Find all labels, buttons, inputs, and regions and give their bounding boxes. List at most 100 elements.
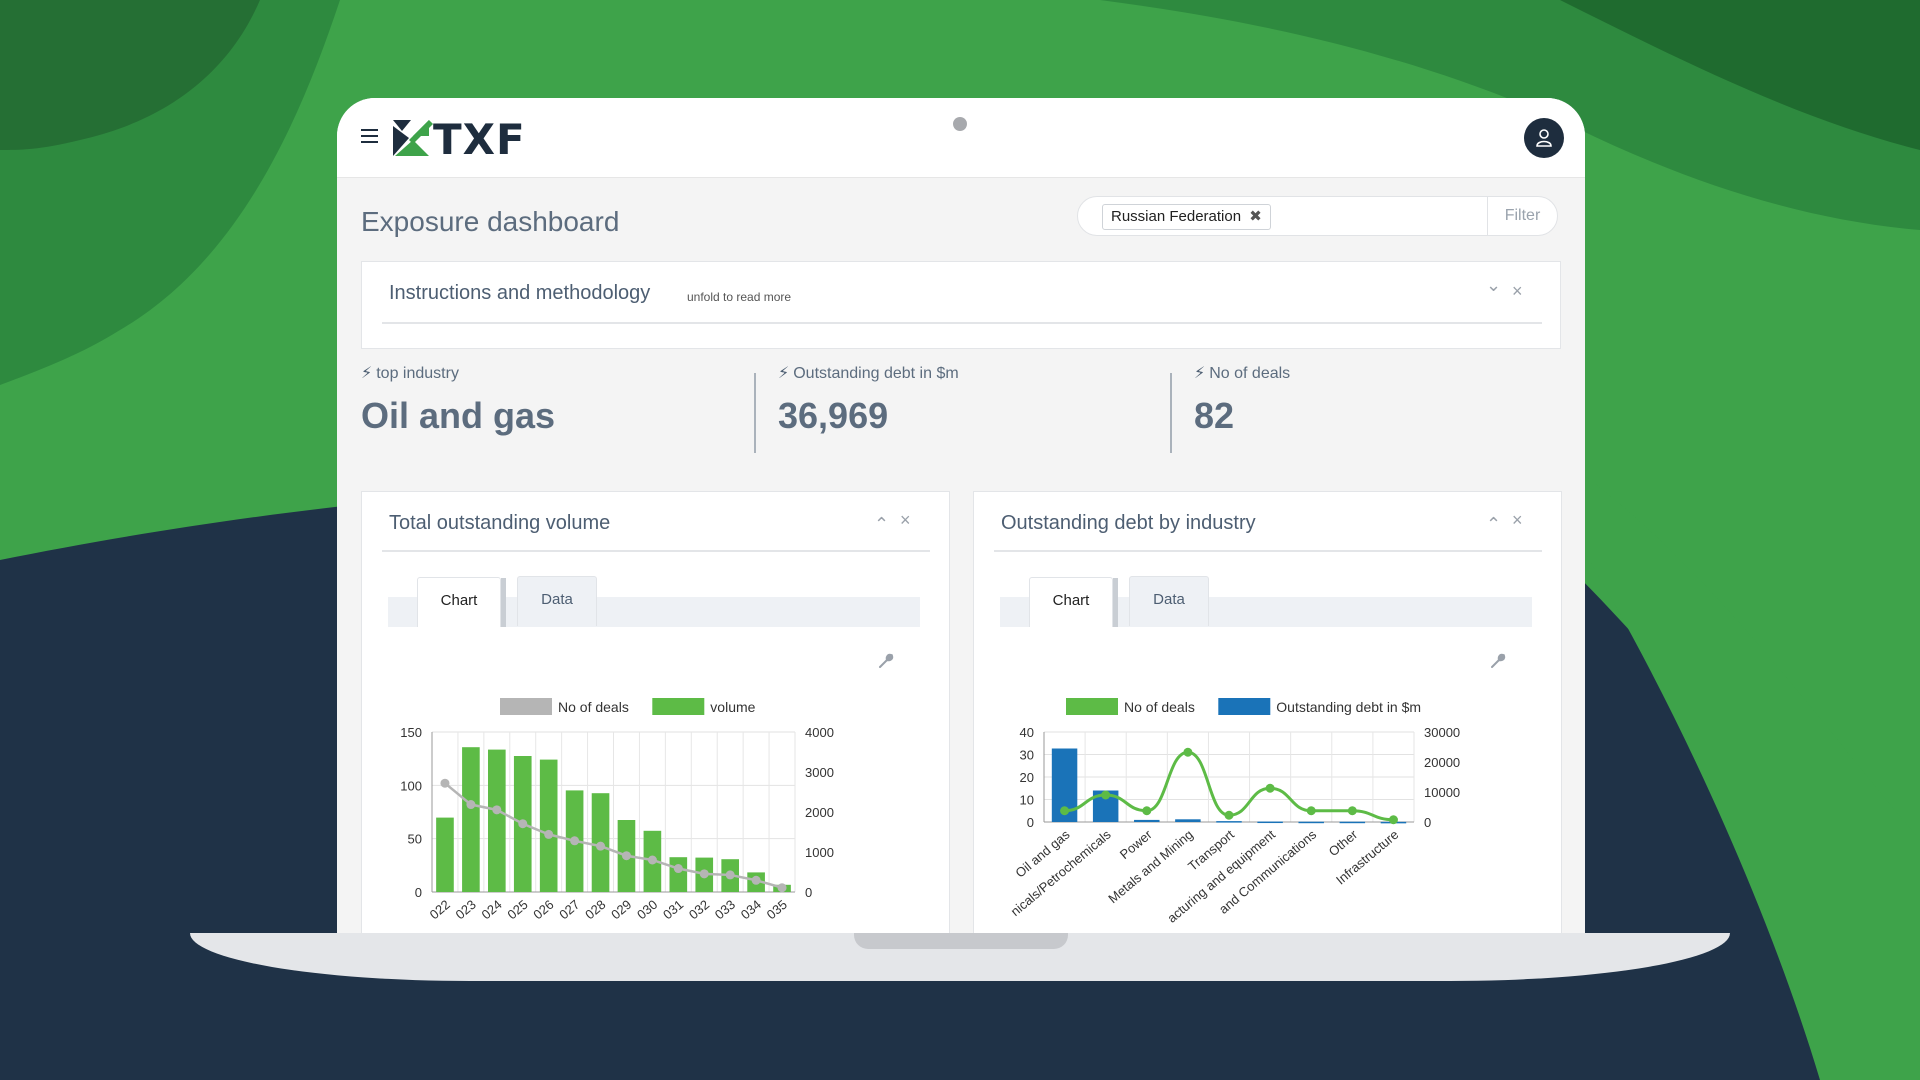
- x-tick: 033: [712, 897, 738, 922]
- x-tick: 022: [427, 897, 453, 922]
- kpi-top-industry: ⚡ top industry Oil and gas: [361, 363, 555, 437]
- y-left-tick: 0: [415, 885, 422, 900]
- close-icon[interactable]: ×: [900, 510, 911, 530]
- instructions-title[interactable]: Instructions and methodology: [389, 282, 651, 304]
- kpi-outstanding-debt: ⚡ Outstanding debt in $m 36,969: [778, 363, 959, 437]
- point: [725, 870, 735, 880]
- filter-button[interactable]: Filter: [1487, 197, 1557, 235]
- legend-label: No of deals: [1124, 699, 1195, 715]
- point: [699, 869, 709, 879]
- tab-chart[interactable]: Chart: [1029, 577, 1113, 627]
- hamburger-menu-icon[interactable]: [361, 129, 378, 143]
- bar: [488, 749, 506, 892]
- point: [1388, 815, 1398, 825]
- legend-swatch: [1066, 698, 1118, 715]
- y-right-tick: 1000: [805, 845, 834, 860]
- tab-edge: [501, 578, 506, 627]
- close-icon[interactable]: ×: [1512, 281, 1523, 301]
- volume-panel-title: Total outstanding volume: [389, 512, 611, 534]
- y-right-tick: 30000: [1424, 725, 1460, 740]
- tab-data[interactable]: Data: [1129, 576, 1209, 626]
- point: [1060, 806, 1070, 816]
- kpi-value: 36,969: [778, 395, 889, 436]
- camera-dot: [953, 117, 967, 131]
- x-tick: 026: [530, 897, 556, 922]
- x-tick: Other: [1326, 826, 1361, 859]
- x-tick: 024: [478, 897, 504, 922]
- wrench-icon[interactable]: [1489, 652, 1507, 670]
- user-account-button[interactable]: [1524, 118, 1564, 158]
- chart-volume: No of deals volume 150 100 50 0 4000 3000 2000 10…: [400, 698, 834, 922]
- wrench-icon[interactable]: [877, 652, 895, 670]
- y-right-tick: 20000: [1424, 755, 1460, 770]
- y-right-tick: 10000: [1424, 785, 1460, 800]
- y-right-tick: 0: [805, 885, 812, 900]
- legend-swatch: [652, 698, 705, 715]
- point: [1265, 783, 1275, 793]
- y-left-tick: 40: [1020, 725, 1034, 740]
- x-tick: 030: [634, 897, 660, 922]
- y-left-tick: 30: [1020, 748, 1034, 763]
- y-right-tick: 2000: [805, 805, 834, 820]
- tab-edge: [1113, 578, 1118, 627]
- legend-label: Outstanding debt in $m: [1276, 699, 1421, 715]
- laptop-notch: [854, 933, 1068, 949]
- industry-panel: Outstanding debt by industry ⌃ × Chart D…: [973, 491, 1562, 933]
- y-left-tick: 20: [1020, 770, 1034, 785]
- x-tick: 025: [504, 897, 530, 922]
- legend-swatch: [1218, 698, 1271, 715]
- instructions-panel: Instructions and methodology unfold to r…: [361, 261, 1561, 349]
- lightning-icon: ⚡: [361, 365, 373, 382]
- legend-label: volume: [710, 699, 755, 715]
- txf-logo[interactable]: TXF: [393, 118, 543, 158]
- point: [440, 778, 450, 788]
- x-tick: 028: [582, 897, 608, 922]
- bar: [539, 759, 558, 892]
- point: [1224, 810, 1234, 820]
- point: [596, 841, 606, 851]
- x-tick: 029: [608, 897, 634, 922]
- point: [647, 855, 657, 865]
- tab-chart[interactable]: Chart: [417, 577, 501, 627]
- kpi-divider: [754, 373, 756, 453]
- tab-data[interactable]: Data: [517, 576, 597, 626]
- legend-swatch: [500, 698, 552, 715]
- bar: [1257, 821, 1283, 824]
- kpi-label: No of deals: [1209, 365, 1291, 382]
- point: [777, 883, 787, 893]
- logo-text: TXF: [433, 118, 526, 158]
- industry-panel-title: Outstanding debt by industry: [1001, 512, 1256, 534]
- point: [1142, 806, 1152, 816]
- divider: [994, 550, 1542, 552]
- filter-chip: Russian Federation ✖: [1102, 204, 1271, 230]
- x-tick: 027: [556, 897, 582, 922]
- kpi-label: top industry: [376, 365, 459, 382]
- bar: [436, 817, 454, 892]
- page-title: Exposure dashboard: [361, 206, 620, 237]
- laptop-screen: TXF Exposure dashboard Russian Federatio…: [337, 98, 1585, 933]
- y-left-tick: 0: [1027, 815, 1034, 830]
- x-tick: 034: [738, 897, 764, 922]
- point: [1101, 790, 1111, 800]
- point: [492, 805, 502, 815]
- close-icon[interactable]: ×: [1512, 510, 1523, 530]
- chevron-down-icon[interactable]: ⌄: [1486, 275, 1502, 295]
- user-icon: [1536, 129, 1552, 147]
- volume-panel: Total outstanding volume ⌃ × Chart Data …: [361, 491, 950, 933]
- point: [1306, 806, 1316, 816]
- kpi-no-of-deals: ⚡ No of deals 82: [1194, 363, 1290, 437]
- bar: [1298, 821, 1324, 824]
- point: [466, 800, 476, 810]
- legend-label: No of deals: [558, 699, 629, 715]
- chip-remove-icon[interactable]: ✖: [1249, 208, 1262, 225]
- chevron-up-icon[interactable]: ⌃: [1486, 514, 1502, 534]
- x-tick: 031: [660, 897, 686, 922]
- y-left-tick: 100: [400, 778, 422, 793]
- filter-bar[interactable]: Russian Federation ✖ Filter: [1077, 196, 1558, 236]
- y-right-tick: 4000: [805, 725, 834, 740]
- chart-industry: No of deals Outstanding debt in $m 40 30 20 1…: [1008, 698, 1460, 926]
- chevron-up-icon[interactable]: ⌃: [874, 514, 890, 534]
- filter-chip-label: Russian Federation: [1111, 208, 1242, 225]
- y-left-tick: 50: [408, 832, 422, 847]
- y-right-tick: 3000: [805, 765, 834, 780]
